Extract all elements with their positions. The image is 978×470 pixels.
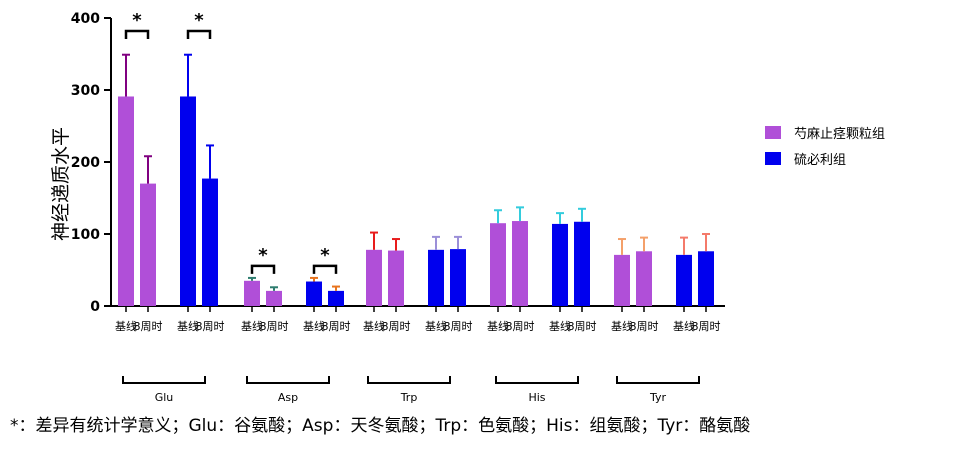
x-tick-label: 基线	[241, 319, 263, 333]
bar-glu-s2-baseline	[180, 96, 196, 306]
x-tick-label: 基线	[115, 319, 137, 333]
bar-asp-s2-baseline	[306, 281, 322, 306]
x-tick-label: 8周时	[630, 320, 659, 333]
significance-star: *	[132, 10, 142, 31]
y-tick-label: 200	[71, 155, 100, 171]
bar-tyr-s1-baseline	[614, 254, 630, 306]
significance-star: *	[194, 10, 204, 31]
significance-bracket	[186, 29, 212, 39]
bar-glu-s1-week8	[140, 183, 156, 306]
x-tick-label: 8周时	[196, 320, 225, 333]
legend-label-2: 硫必利组	[794, 153, 846, 168]
x-tick-label: 8周时	[260, 320, 289, 333]
x-tick-label: 基线	[303, 319, 325, 333]
bar-trp-s2-baseline	[428, 249, 444, 306]
y-tick-label: 300	[71, 83, 100, 99]
bar-his-s1-baseline	[490, 223, 506, 306]
bar-asp-s2-week8	[328, 290, 344, 306]
bar-glu-s1-baseline	[118, 96, 134, 306]
x-tick-label: 8周时	[568, 320, 597, 333]
group-bracket	[367, 376, 451, 384]
bar-asp-s1-baseline	[244, 280, 260, 306]
y-tick-label: 400	[71, 11, 100, 27]
legend-swatch-1	[765, 126, 781, 139]
significance-star: *	[258, 245, 268, 266]
x-tick-label: 基线	[425, 319, 447, 333]
x-tick-label: 8周时	[692, 320, 721, 333]
y-tick-label: 0	[90, 299, 100, 315]
group-bracket	[616, 376, 700, 384]
bar-tyr-s2-baseline	[676, 254, 692, 306]
group-bracket	[122, 376, 206, 384]
x-tick-label: 基线	[611, 319, 633, 333]
group-label-asp: Asp	[278, 391, 298, 404]
y-tick-label: 100	[71, 227, 100, 243]
bar-asp-s1-week8	[266, 290, 282, 306]
group-label-tyr: Tyr	[649, 391, 667, 404]
significance-star: *	[320, 245, 330, 266]
legend-swatch-2	[765, 152, 781, 165]
group-label-trp: Trp	[400, 391, 418, 404]
x-tick-label: 基线	[673, 319, 695, 333]
x-tick-label: 基线	[487, 319, 509, 333]
bar-tyr-s1-week8	[636, 251, 652, 306]
group-label-glu: Glu	[155, 391, 174, 404]
bar-tyr-s2-week8	[698, 251, 714, 306]
x-tick-label: 8周时	[134, 320, 163, 333]
legend-label-1: 芍麻止痉颗粒组	[794, 126, 885, 142]
significance-bracket	[124, 29, 150, 39]
group-bracket	[246, 376, 330, 384]
group-label-his: His	[528, 391, 545, 404]
x-tick-label: 8周时	[322, 320, 351, 333]
x-tick-label: 8周时	[506, 320, 535, 333]
bar-his-s2-week8	[574, 221, 590, 306]
significance-bracket	[250, 264, 276, 274]
bar-his-s1-week8	[512, 221, 528, 306]
bar-trp-s1-baseline	[366, 249, 382, 306]
bar-his-s2-baseline	[552, 223, 568, 306]
x-tick-label: 8周时	[444, 320, 473, 333]
significance-bracket	[312, 264, 338, 274]
x-tick-label: 8周时	[382, 320, 411, 333]
x-tick-label: 基线	[177, 319, 199, 333]
bar-glu-s2-week8	[202, 178, 218, 306]
group-bracket	[495, 376, 579, 384]
x-tick-label: 基线	[363, 319, 385, 333]
x-tick-label: 基线	[549, 319, 571, 333]
y-axis-label: 神经递质水平	[50, 127, 72, 241]
bar-trp-s1-week8	[388, 250, 404, 306]
footnote: *：差异有统计学意义；Glu：谷氨酸；Asp：天冬氨酸；Trp：色氨酸；His：…	[10, 416, 751, 436]
bar-trp-s2-week8	[450, 249, 466, 306]
